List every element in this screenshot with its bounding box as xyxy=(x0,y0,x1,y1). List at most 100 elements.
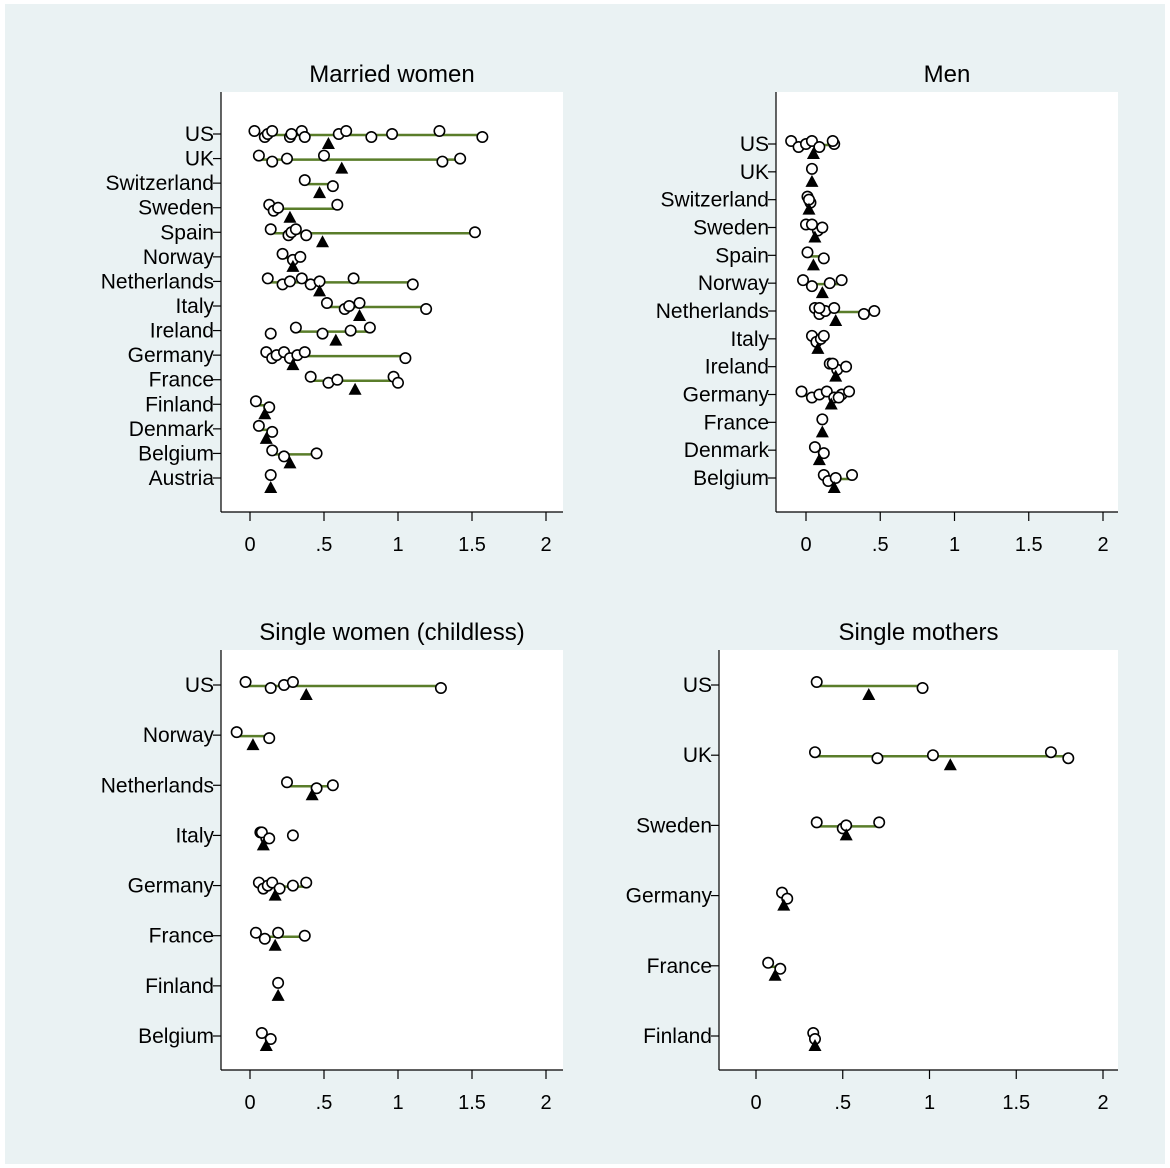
estimate-marker xyxy=(813,141,826,154)
mean-marker xyxy=(305,788,319,801)
mean-marker xyxy=(829,314,843,326)
estimate-marker xyxy=(353,296,366,309)
estimate-marker xyxy=(813,301,826,314)
estimate-marker xyxy=(1062,752,1075,765)
estimate-marker xyxy=(289,223,302,236)
mean-marker xyxy=(812,453,826,466)
estimate-marker xyxy=(249,395,262,408)
category-label: Italy xyxy=(175,824,214,847)
mean-marker xyxy=(802,202,816,215)
estimate-marker xyxy=(298,346,311,359)
estimate-marker xyxy=(433,125,446,138)
mean-marker xyxy=(268,938,282,951)
estimate-marker xyxy=(476,131,489,144)
estimate-marker xyxy=(762,956,775,969)
estimate-marker xyxy=(252,149,265,162)
category-label: Germany xyxy=(128,875,215,898)
mean-marker xyxy=(246,738,260,751)
estimate-marker xyxy=(248,125,261,138)
mean-marker xyxy=(316,235,330,248)
x-tick-label: .5 xyxy=(316,534,333,556)
x-tick-label: 2 xyxy=(1097,1092,1108,1114)
category-label: France xyxy=(704,411,769,434)
estimate-marker xyxy=(264,681,277,694)
estimate-marker xyxy=(846,468,859,481)
estimate-marker xyxy=(871,752,884,765)
estimate-marker xyxy=(255,1027,268,1040)
estimate-marker xyxy=(916,681,929,694)
estimate-marker xyxy=(261,272,274,285)
estimate-marker xyxy=(365,131,378,144)
estimate-marker xyxy=(805,218,818,231)
category-label: Sweden xyxy=(138,197,214,220)
estimate-marker xyxy=(817,252,830,265)
category-label: Spain xyxy=(715,244,769,267)
x-tick-label: 0 xyxy=(750,1092,761,1114)
mean-marker xyxy=(259,1039,273,1051)
estimate-marker xyxy=(868,304,881,317)
mean-marker xyxy=(824,397,838,410)
estimate-marker xyxy=(266,125,279,138)
x-tick-label: 1.5 xyxy=(458,1092,486,1114)
mean-marker xyxy=(268,888,282,901)
estimate-marker xyxy=(331,373,344,386)
category-label: Netherlands xyxy=(656,300,769,323)
estimate-marker xyxy=(286,879,299,892)
estimate-marker xyxy=(835,274,848,287)
estimate-marker xyxy=(295,272,308,285)
x-tick-label: 2 xyxy=(540,534,551,556)
category-label: US xyxy=(740,133,769,156)
estimate-marker xyxy=(406,278,419,291)
estimate-marker xyxy=(252,419,265,432)
x-tick-label: 1.5 xyxy=(458,534,486,556)
estimate-marker xyxy=(320,296,333,309)
estimate-marker xyxy=(264,223,277,236)
x-tick-label: 0 xyxy=(800,534,811,556)
estimate-marker xyxy=(331,198,344,211)
x-tick-label: .5 xyxy=(872,534,889,556)
mean-marker xyxy=(815,425,829,438)
estimate-marker xyxy=(326,180,339,193)
estimate-marker xyxy=(310,447,323,460)
estimate-marker xyxy=(286,675,299,688)
category-label: France xyxy=(149,925,214,948)
category-label: UK xyxy=(683,744,712,767)
category-label: Belgium xyxy=(693,467,769,490)
estimate-marker xyxy=(816,221,829,234)
estimate-marker xyxy=(286,829,299,842)
estimate-marker xyxy=(326,779,339,792)
x-tick-label: .5 xyxy=(316,1092,333,1114)
estimate-marker xyxy=(816,413,829,426)
category-label: US xyxy=(185,123,214,146)
estimate-marker xyxy=(805,280,818,293)
mean-marker xyxy=(283,456,297,469)
x-tick-label: 2 xyxy=(540,1092,551,1114)
category-label: Sweden xyxy=(636,814,712,837)
category-label: Finland xyxy=(643,1025,712,1048)
mean-marker xyxy=(256,838,270,851)
category-label: US xyxy=(683,674,712,697)
estimate-marker xyxy=(283,275,296,288)
plot-area xyxy=(776,92,1118,512)
estimate-marker xyxy=(873,816,886,829)
estimate-marker xyxy=(810,816,823,829)
panel-3: Single women (childless) 0 .5 1 1.5 2 US Norway… xyxy=(101,619,563,1114)
estimate-marker xyxy=(239,675,252,688)
x-tick-label: 1.5 xyxy=(1002,1092,1030,1114)
category-label: Italy xyxy=(175,295,214,318)
plot-area xyxy=(719,650,1118,1070)
estimate-marker xyxy=(258,932,271,945)
panel-title: Married women xyxy=(309,61,474,88)
estimate-marker xyxy=(774,962,787,975)
estimate-marker xyxy=(263,732,276,745)
category-label: Norway xyxy=(143,724,215,747)
mean-marker xyxy=(808,230,822,243)
x-tick-label: 1.5 xyxy=(1015,534,1043,556)
estimate-marker xyxy=(468,226,481,239)
estimate-marker xyxy=(857,307,870,320)
category-label: UK xyxy=(185,148,214,171)
estimate-marker xyxy=(280,152,293,165)
x-tick-label: 2 xyxy=(1097,534,1108,556)
category-label: Belgium xyxy=(138,442,214,465)
